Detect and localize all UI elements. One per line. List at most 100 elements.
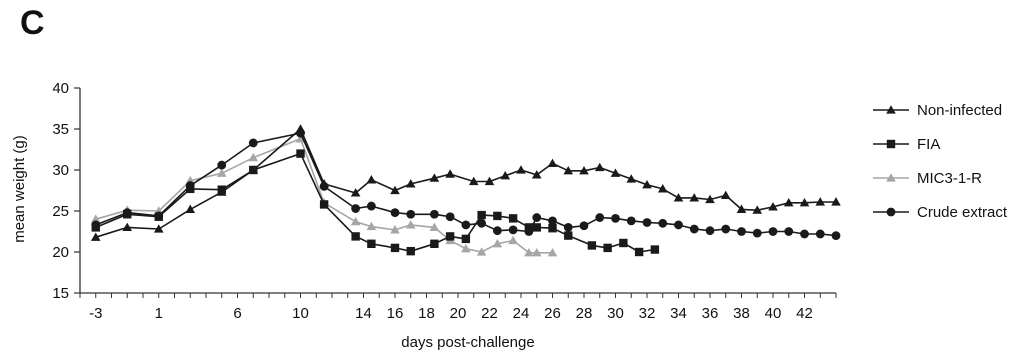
x-tick-label: -3 (89, 305, 102, 322)
x-tick-label: 38 (733, 305, 750, 322)
data-point (406, 246, 415, 256)
data-point (492, 239, 503, 248)
series-non-infected (90, 124, 841, 241)
data-point (216, 168, 227, 177)
data-point (563, 223, 573, 232)
data-point (531, 248, 542, 257)
data-point (366, 201, 376, 211)
data-point (815, 229, 825, 239)
x-tick-label: 40 (765, 305, 782, 322)
data-point (524, 248, 534, 257)
data-point (319, 179, 329, 188)
data-point (673, 193, 684, 202)
data-point (532, 213, 542, 222)
data-point (611, 213, 620, 223)
data-point (587, 241, 597, 250)
series-crude-extract (91, 128, 841, 241)
data-point (217, 160, 227, 170)
data-point (689, 193, 700, 202)
data-point (248, 138, 258, 148)
x-tick-label: 22 (481, 305, 498, 322)
panel-label: C (20, 4, 45, 42)
data-point (366, 221, 377, 231)
data-point (351, 204, 361, 213)
data-point (461, 220, 471, 230)
data-point (90, 214, 101, 223)
data-point (563, 166, 574, 175)
data-point (784, 227, 794, 236)
y-axis-title: mean weight (g) (11, 135, 28, 243)
data-point (405, 179, 416, 188)
data-point (783, 198, 794, 207)
data-point (642, 218, 652, 227)
data-point (429, 222, 440, 231)
data-point (430, 239, 439, 248)
data-point (564, 231, 573, 240)
legend-label: MIC3-1-R (917, 170, 982, 187)
data-point (579, 221, 589, 231)
data-point (595, 213, 605, 222)
legend-item: MIC3-1-R (873, 170, 982, 187)
data-point (532, 223, 541, 232)
data-point (721, 224, 731, 234)
x-tick-label: 34 (670, 305, 687, 322)
data-point (657, 184, 668, 193)
data-point (122, 222, 133, 231)
data-point (626, 174, 637, 183)
legend-marker (886, 173, 896, 182)
legend-label: FIA (917, 136, 940, 153)
data-point (736, 204, 747, 213)
data-point (445, 212, 455, 222)
legend-item: FIA (873, 136, 940, 153)
data-point (524, 227, 534, 236)
legend-label: Non-infected (917, 102, 1002, 119)
data-point (508, 235, 518, 245)
series-line (95, 138, 553, 254)
data-point (579, 166, 589, 175)
legend-item: Crude extract (873, 204, 1008, 221)
data-point (295, 124, 306, 133)
data-point (752, 205, 763, 214)
x-tick-label: 32 (639, 305, 656, 322)
data-point (705, 226, 715, 236)
y-tick-label: 25 (52, 203, 69, 220)
data-point (185, 204, 196, 213)
data-point (508, 225, 518, 235)
data-point (705, 194, 715, 204)
data-point (674, 220, 683, 230)
data-point (610, 168, 621, 177)
x-tick-label: 28 (576, 305, 593, 322)
x-tick-label: 26 (544, 305, 561, 322)
data-point (477, 210, 486, 220)
data-point (216, 187, 227, 196)
data-point (429, 209, 439, 219)
y-tick-label: 35 (52, 121, 69, 138)
data-point (390, 185, 400, 195)
data-point (737, 227, 746, 236)
data-point (626, 216, 636, 226)
data-point (642, 179, 652, 189)
series-line (95, 128, 836, 238)
data-point (390, 208, 400, 218)
data-point (548, 224, 557, 233)
data-point (650, 245, 660, 254)
data-point (500, 170, 511, 180)
x-tick-label: 1 (155, 305, 163, 322)
series-line (95, 132, 837, 237)
series-fia (91, 149, 660, 257)
x-tick-label: 10 (292, 305, 309, 322)
data-point (461, 243, 471, 253)
legend-label: Crude extract (917, 204, 1008, 221)
legend-marker (886, 139, 896, 149)
x-tick-label: 14 (355, 305, 372, 322)
data-point (768, 227, 778, 236)
data-point (122, 208, 132, 218)
x-tick-label: 18 (418, 305, 435, 322)
data-point (752, 228, 762, 238)
data-point (296, 149, 305, 158)
data-point (476, 247, 487, 256)
data-point (90, 232, 101, 241)
series-mic3-1-r (90, 134, 558, 257)
